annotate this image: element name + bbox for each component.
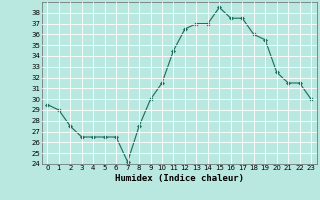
- X-axis label: Humidex (Indice chaleur): Humidex (Indice chaleur): [115, 174, 244, 183]
